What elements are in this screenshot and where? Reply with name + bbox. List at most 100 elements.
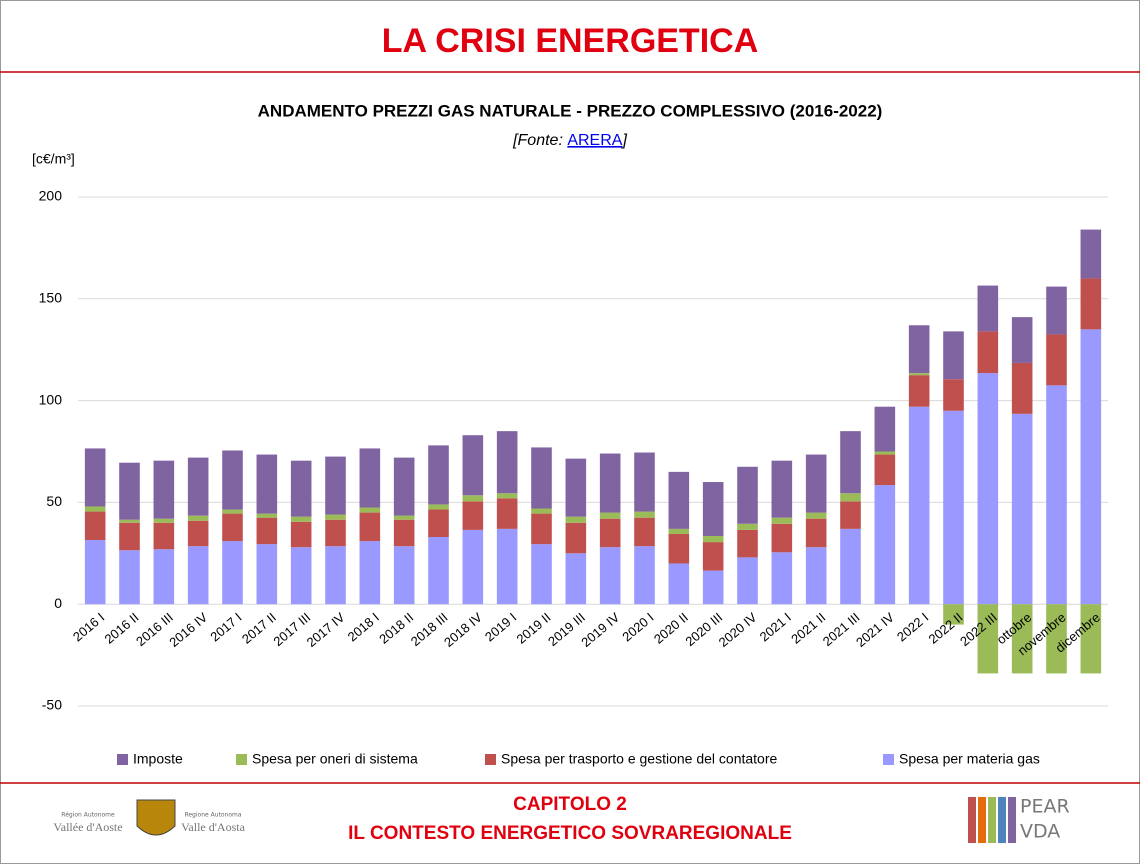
bar-segment	[256, 454, 278, 514]
bar-segment	[1046, 334, 1067, 386]
bar-segment	[668, 528, 690, 534]
bar-segment	[840, 493, 861, 502]
logo-text: Regione Autonoma	[184, 812, 241, 819]
bar-segment	[1080, 229, 1102, 279]
bar-segment	[1080, 278, 1102, 330]
logo-text: VDA	[1020, 821, 1060, 843]
bar-segment	[737, 466, 758, 524]
bar-segment	[805, 518, 827, 548]
bar-segment	[840, 501, 861, 529]
legend-label: Imposte	[133, 751, 183, 767]
bar-segment	[290, 521, 312, 548]
bar-segment	[668, 533, 690, 564]
bar-segment	[153, 549, 175, 605]
bar-segment	[943, 410, 964, 605]
slide-title: LA CRISI ENERGETICA	[382, 22, 759, 60]
source-link[interactable]: ARERA	[567, 132, 622, 149]
bar-segment	[943, 331, 964, 380]
bar-segment	[256, 517, 278, 545]
bar-segment	[805, 512, 827, 519]
bar-segment	[737, 523, 758, 530]
bar-segment	[359, 448, 381, 508]
bar-segment	[393, 515, 415, 520]
chart-title: ANDAMENTO PREZZI GAS NATURALE - PREZZO C…	[258, 101, 883, 120]
bar-segment	[393, 457, 415, 516]
y-tick-label: -50	[42, 697, 62, 713]
bar-segment	[840, 431, 861, 494]
bar-segment	[187, 546, 209, 605]
bar-segment	[634, 546, 655, 605]
bar-segment	[599, 453, 621, 513]
y-tick-label: 150	[39, 290, 63, 306]
bar-segment	[531, 513, 552, 545]
bar-segment	[874, 454, 896, 486]
bar-segment	[1080, 604, 1102, 674]
bar-segment	[496, 528, 518, 605]
bar-segment	[462, 435, 484, 496]
bar-segment	[1011, 362, 1033, 414]
bar-segment	[805, 454, 827, 513]
bar-segment	[428, 537, 449, 605]
footer-subtitle: IL CONTESTO ENERGETICO SOVRAREGIONALE	[348, 823, 792, 844]
y-tick-label: 50	[46, 493, 62, 509]
bar-segment	[222, 450, 243, 510]
bar-segment	[702, 535, 724, 543]
pear-logo	[968, 797, 1016, 843]
bar-segment	[325, 456, 346, 515]
legend-label: Spesa per oneri di sistema	[252, 751, 418, 767]
bar-segment	[119, 462, 140, 520]
bar-segment	[325, 519, 346, 547]
bar-segment	[977, 331, 999, 374]
bar-segment	[496, 431, 518, 494]
bar-segment	[84, 506, 106, 512]
bar-segment	[702, 542, 724, 571]
bar-segment	[1011, 317, 1033, 363]
bar-segment	[1046, 604, 1067, 674]
bar-segment	[599, 512, 621, 519]
bar-segment	[702, 482, 724, 536]
logo-text: Valle d'Aosta	[181, 820, 245, 834]
bar-segment	[874, 485, 896, 605]
bar-segment	[187, 520, 209, 547]
logo-text: Région Autonome	[61, 812, 115, 819]
bar-segment	[222, 509, 243, 514]
logo-text: Vallée d'Aoste	[53, 820, 122, 834]
bar-segment	[222, 541, 243, 605]
bar-segment	[84, 540, 106, 605]
bar-segment	[290, 516, 312, 522]
bar-segment	[531, 447, 552, 509]
bar-segment	[428, 509, 449, 538]
footer-chapter: CAPITOLO 2	[513, 794, 627, 815]
bar-segment	[1080, 329, 1102, 605]
bar-segment	[325, 514, 346, 520]
legend-swatch	[883, 754, 894, 765]
bar-segment	[771, 517, 793, 524]
bar-segment	[496, 498, 518, 529]
bar-segment	[565, 522, 587, 554]
bar-segment	[668, 471, 690, 529]
bar-segment	[187, 457, 209, 516]
bar-segment	[840, 528, 861, 605]
bar-segment	[599, 547, 621, 605]
bar-segment	[1046, 286, 1067, 335]
bar-segment	[943, 604, 964, 625]
bar-segment	[84, 448, 106, 507]
legend-swatch	[236, 754, 247, 765]
bar-segment	[599, 518, 621, 548]
coat-of-arms	[136, 799, 176, 836]
bar-segment	[462, 501, 484, 530]
chart-source: [Fonte: ARERA]	[512, 132, 627, 149]
bar-segment	[737, 529, 758, 558]
bar-segment	[1011, 604, 1033, 674]
bar-segment	[428, 504, 449, 510]
bar-segment	[187, 515, 209, 521]
bar-segment	[908, 375, 930, 407]
bar-segment	[771, 523, 793, 553]
bar-segment	[153, 460, 175, 519]
source-prefix: [Fonte:	[512, 132, 567, 149]
bar-segment	[634, 452, 655, 512]
bar-segment	[359, 541, 381, 605]
bar-segment	[874, 451, 896, 455]
bar-segment	[805, 547, 827, 605]
